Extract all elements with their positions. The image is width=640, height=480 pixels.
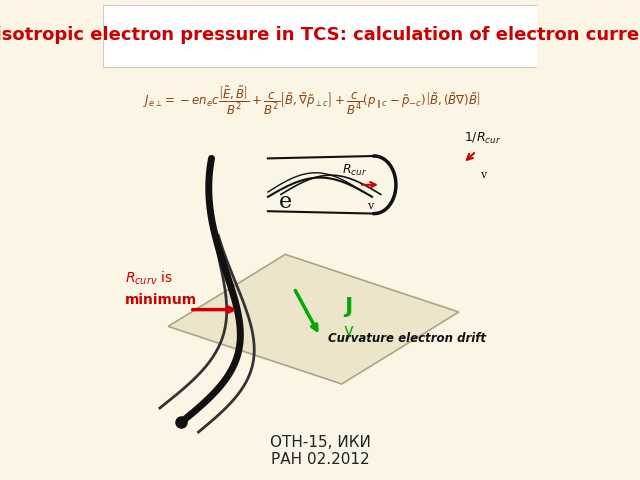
- Text: $1/R_{cur}$: $1/R_{cur}$: [464, 132, 501, 146]
- Polygon shape: [168, 254, 459, 384]
- Text: $R_{cur}$: $R_{cur}$: [342, 163, 367, 178]
- Text: Curvature electron drift: Curvature electron drift: [328, 332, 486, 345]
- Text: v: v: [479, 170, 486, 180]
- Text: $R_{curv}$ is: $R_{curv}$ is: [125, 270, 173, 287]
- Text: Anisotropic electron pressure in TCS: calculation of electron currents: Anisotropic electron pressure in TCS: ca…: [0, 26, 640, 44]
- Text: y: y: [343, 322, 353, 340]
- FancyBboxPatch shape: [103, 5, 537, 67]
- Text: $J_{e\perp}=-en_ec\dfrac{\left[\tilde{E},\tilde{B}\right]}{B^2}+\dfrac{c}{B^2}\l: $J_{e\perp}=-en_ec\dfrac{\left[\tilde{E}…: [143, 84, 480, 117]
- Text: e: e: [279, 191, 292, 213]
- Text: ОΤН-15, ИКИ
РАН 02.2012: ОΤН-15, ИКИ РАН 02.2012: [269, 435, 371, 468]
- Text: minimum: minimum: [125, 293, 197, 307]
- Text: J: J: [344, 297, 353, 317]
- Text: v: v: [367, 201, 373, 211]
